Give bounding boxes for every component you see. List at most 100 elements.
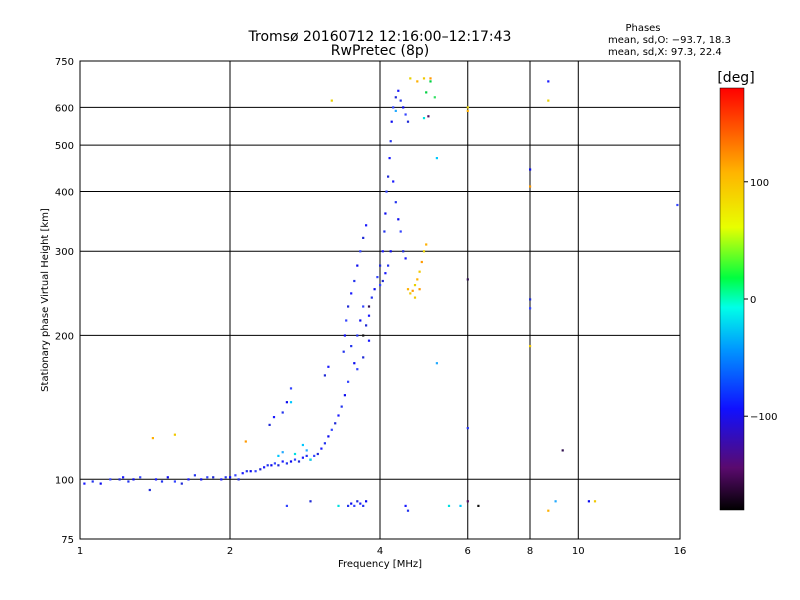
data-point xyxy=(237,478,240,481)
data-point xyxy=(193,474,196,477)
data-point xyxy=(477,504,480,507)
colorbar xyxy=(719,87,745,511)
data-point xyxy=(402,106,405,109)
y-axis-label: Stationary phase Virtual Height [km] xyxy=(40,208,51,392)
data-point xyxy=(353,504,356,507)
data-point xyxy=(293,458,297,461)
data-point xyxy=(245,470,248,473)
data-point xyxy=(83,482,86,485)
data-point xyxy=(411,289,414,292)
data-point xyxy=(420,260,423,264)
data-point xyxy=(154,478,158,481)
data-points xyxy=(83,77,679,512)
data-point xyxy=(212,476,215,479)
colorbar-ticks: 100 0 −100 xyxy=(744,178,777,423)
data-point xyxy=(392,106,395,109)
data-point xyxy=(285,504,288,507)
data-point xyxy=(200,478,203,481)
data-point xyxy=(356,500,359,503)
data-point xyxy=(466,109,469,112)
x-tick-label: 2 xyxy=(227,546,233,557)
data-point xyxy=(547,99,550,102)
data-point xyxy=(406,288,410,291)
data-point xyxy=(399,230,402,233)
data-point xyxy=(399,99,402,102)
data-point xyxy=(388,157,391,160)
data-point xyxy=(99,482,102,485)
y-tick-label: 300 xyxy=(55,247,74,258)
data-point xyxy=(353,279,356,283)
data-point xyxy=(529,185,532,188)
data-point xyxy=(359,250,362,253)
data-point xyxy=(254,470,257,473)
data-point xyxy=(409,77,412,80)
data-point xyxy=(263,466,266,469)
data-point xyxy=(587,500,590,503)
data-point xyxy=(206,476,209,479)
data-point xyxy=(305,454,308,457)
data-point xyxy=(390,120,393,123)
data-point xyxy=(241,472,244,475)
data-point xyxy=(459,504,462,507)
data-point xyxy=(381,250,384,253)
data-point xyxy=(409,292,412,295)
data-point xyxy=(347,504,350,507)
data-point xyxy=(402,250,405,253)
data-point xyxy=(313,454,316,457)
data-point xyxy=(347,305,350,308)
data-point xyxy=(173,480,176,483)
data-point xyxy=(173,433,176,436)
data-point xyxy=(425,91,428,94)
data-point xyxy=(413,296,417,299)
data-point xyxy=(289,460,293,463)
data-point xyxy=(547,509,550,512)
data-point xyxy=(384,212,387,215)
x-axis-label: Frequency [MHz] xyxy=(338,559,422,570)
data-point xyxy=(435,157,438,160)
data-point xyxy=(422,250,426,253)
data-point xyxy=(132,478,135,481)
data-point xyxy=(187,478,190,481)
data-point xyxy=(547,80,550,83)
data-point xyxy=(416,278,419,281)
data-point xyxy=(406,509,410,512)
data-point xyxy=(327,435,330,438)
data-point xyxy=(392,180,395,183)
data-point xyxy=(362,236,365,239)
data-point xyxy=(365,324,368,327)
data-point xyxy=(429,80,432,83)
data-point xyxy=(379,264,382,267)
data-point xyxy=(427,115,430,118)
x-tick-label: 10 xyxy=(572,546,585,557)
data-point xyxy=(268,423,271,426)
data-point xyxy=(347,380,350,383)
data-point xyxy=(397,89,400,92)
data-point xyxy=(362,504,365,507)
data-point xyxy=(301,443,304,447)
y-tick-label: 600 xyxy=(55,103,74,114)
data-point xyxy=(404,113,407,116)
data-point xyxy=(387,175,390,178)
y-tick-label: 75 xyxy=(61,535,74,546)
colorbar-tick-label: 100 xyxy=(750,178,769,189)
data-point xyxy=(389,140,392,143)
data-point xyxy=(397,218,400,221)
data-point xyxy=(429,77,432,80)
x-tick-label: 1 xyxy=(77,546,83,557)
data-point xyxy=(425,243,428,246)
data-point xyxy=(139,476,142,479)
data-point xyxy=(342,350,345,353)
data-point xyxy=(359,319,362,322)
data-point xyxy=(337,414,340,417)
data-point xyxy=(554,500,557,503)
data-point xyxy=(293,452,297,456)
data-point xyxy=(343,334,346,337)
data-point xyxy=(383,230,386,233)
data-point xyxy=(340,405,343,408)
data-point xyxy=(122,476,125,479)
data-point xyxy=(323,374,326,377)
phases-o-stats: mean, sd,O: −93.7, 18.3 xyxy=(608,35,731,46)
data-point xyxy=(356,264,359,267)
data-point xyxy=(422,77,426,80)
data-point xyxy=(404,257,407,260)
